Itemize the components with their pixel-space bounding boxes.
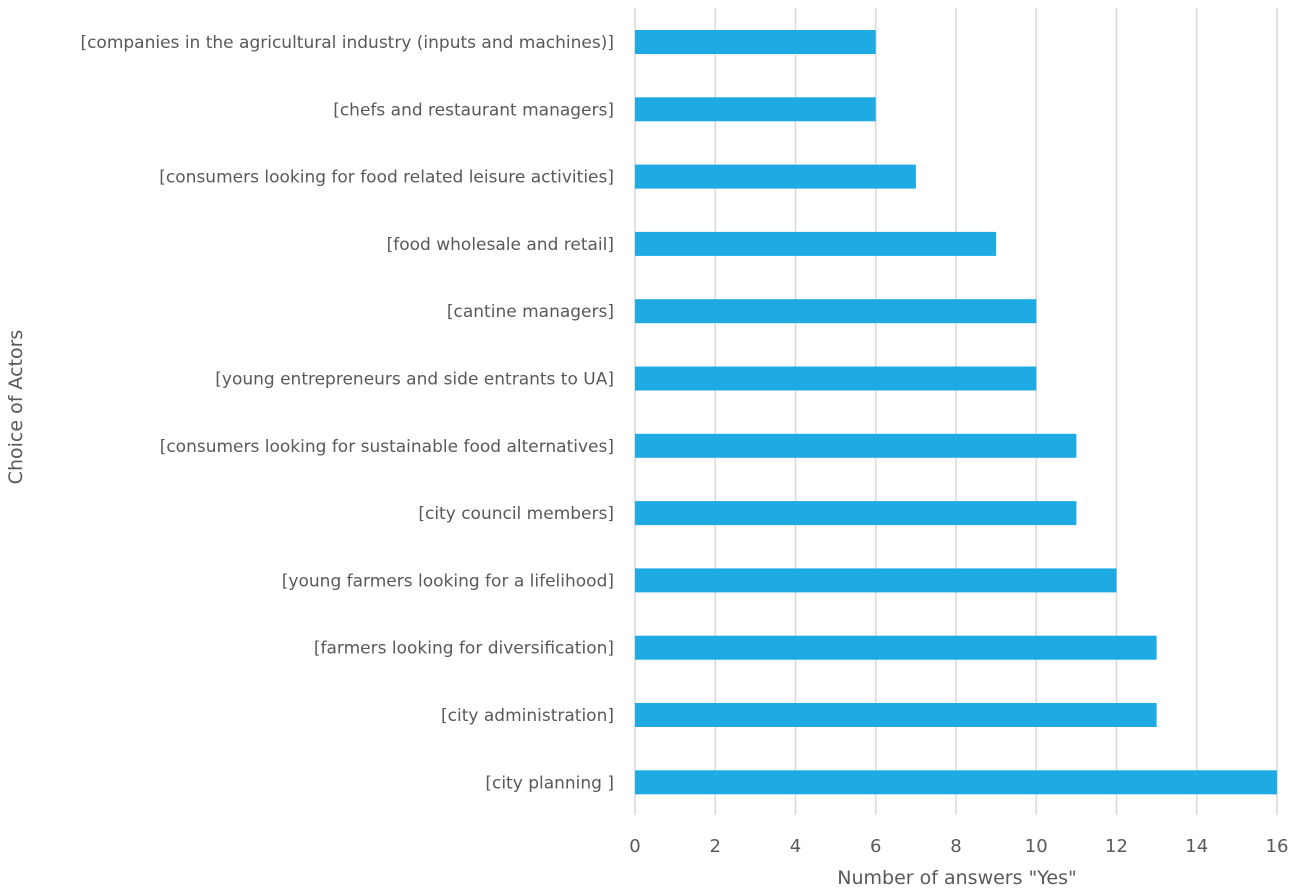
x-tick-label: 10 (1025, 836, 1048, 857)
bar (635, 703, 1157, 727)
bar (635, 164, 916, 189)
bar (635, 366, 1037, 391)
category-label: [farmers looking for diversification] (314, 639, 614, 659)
bar (635, 501, 1077, 526)
category-label: [young entrepreneurs and side entrants t… (215, 370, 614, 390)
bar (635, 433, 1077, 458)
category-labels: [companies in the agricultural industry … (80, 33, 614, 793)
y-axis-title: Choice of Actors (5, 330, 27, 485)
bar (635, 299, 1037, 324)
category-label: [consumers looking for sustainable food … (160, 437, 614, 457)
category-label: [city council members] (418, 504, 614, 524)
gridlines (634, 8, 1278, 815)
category-label: [companies in the agricultural industry … (80, 33, 614, 53)
x-tick-label: 4 (790, 836, 801, 857)
x-axis-title: Number of answers "Yes" (837, 867, 1076, 888)
x-tick-label: 0 (629, 836, 640, 857)
x-tick-label: 2 (710, 836, 721, 857)
bar (635, 770, 1277, 795)
x-tick-label: 16 (1266, 836, 1289, 857)
x-tick-label: 12 (1105, 836, 1128, 857)
x-tick-label: 6 (870, 836, 881, 857)
category-label: [young farmers looking for a lifelihood] (282, 571, 614, 591)
category-label: [city planning ] (485, 773, 614, 793)
bar (635, 568, 1117, 593)
category-label: [consumers looking for food related leis… (159, 168, 614, 188)
category-label: [cantine managers] (447, 302, 614, 322)
bar (635, 635, 1157, 660)
category-label: [chefs and restaurant managers] (333, 100, 614, 120)
x-tick-label: 14 (1185, 836, 1208, 857)
category-label: [food wholesale and retail] (387, 235, 614, 255)
bar (635, 231, 997, 256)
bars (635, 30, 1277, 795)
x-tick-labels: 0 2 4 6 8 10 12 14 16 (629, 836, 1288, 857)
x-tick-label: 8 (950, 836, 961, 857)
category-label: [city administration] (441, 706, 614, 726)
bar (635, 30, 876, 54)
bar (635, 97, 876, 122)
